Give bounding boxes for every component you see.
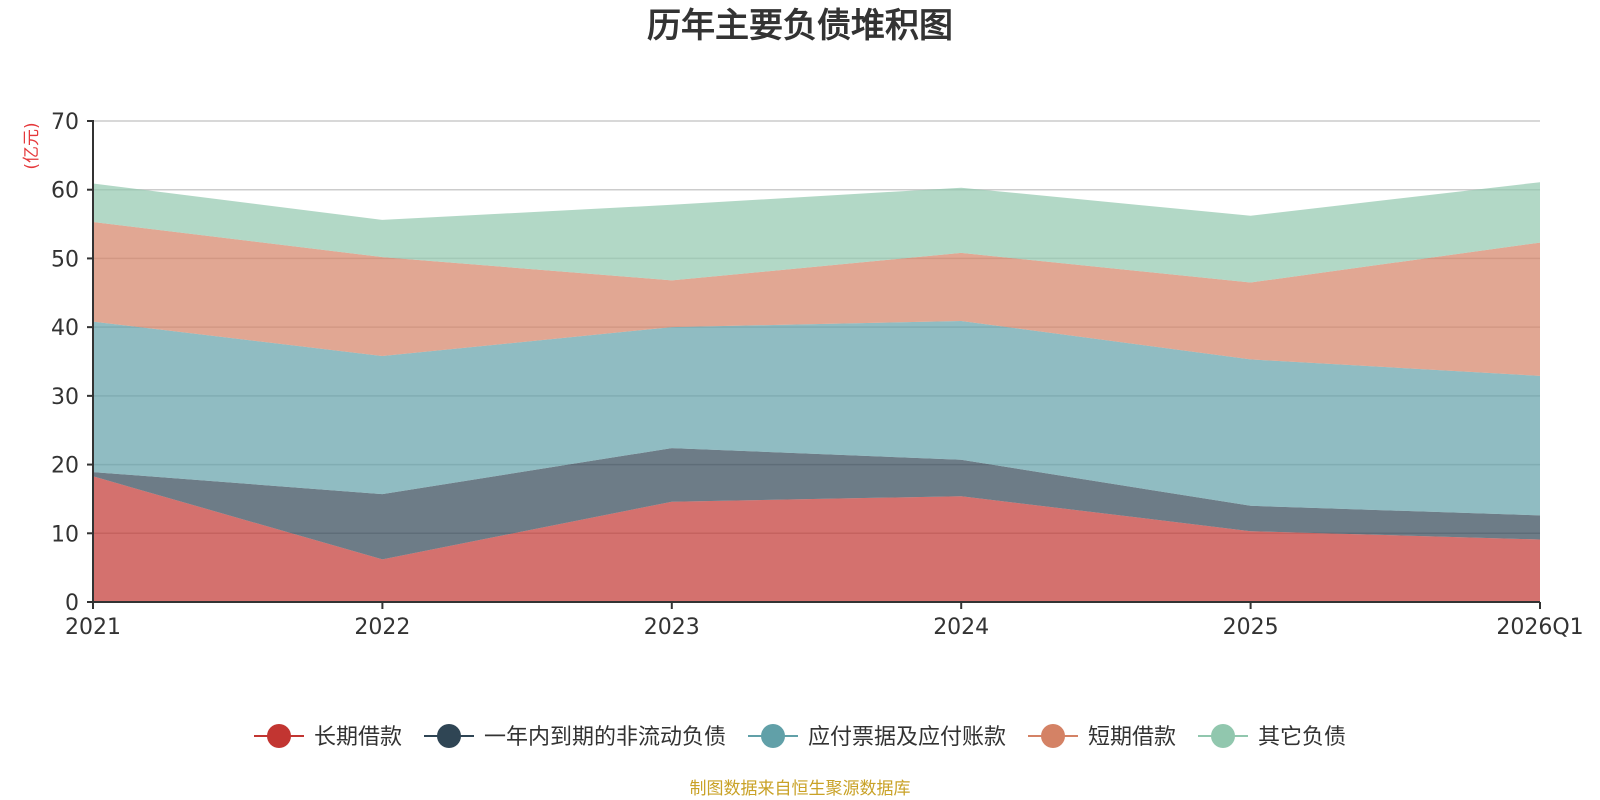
legend-marker-4 (1211, 724, 1235, 748)
legend-label-1: 一年内到期的非流动负债 (484, 725, 726, 750)
axes: 0 10 20 30 40 50 60 70 2021 2022 2023 2024 2025 2026Q… (51, 110, 1584, 640)
area-series-2 (93, 321, 1540, 516)
y-tick-label-70: 70 (51, 110, 79, 135)
legend-item-4[interactable]: 其它负债 (1198, 724, 1346, 750)
area-series-0 (93, 476, 1540, 602)
y-tick-label-50: 50 (51, 247, 79, 272)
legend-label-4: 其它负债 (1258, 725, 1346, 750)
legend-label-0: 长期借款 (314, 725, 402, 750)
y-tick-label-10: 10 (51, 522, 79, 547)
x-tick-label-2: 2023 (644, 615, 700, 640)
legend-marker-0 (267, 724, 291, 748)
y-tick-label-20: 20 (51, 454, 79, 479)
y-axis-unit-label: (亿元) (22, 122, 42, 169)
y-tick-label-60: 60 (51, 179, 79, 204)
x-tick-label-3: 2024 (933, 615, 989, 640)
legend-item-2[interactable]: 应付票据及应付账款 (748, 724, 1006, 750)
x-tick-label-0: 2021 (65, 615, 121, 640)
y-tick-label-30: 30 (51, 385, 79, 410)
y-tick-label-40: 40 (51, 316, 79, 341)
legend-label-3: 短期借款 (1088, 725, 1176, 750)
legend-marker-1 (437, 724, 461, 748)
y-tick-label-0: 0 (65, 591, 79, 616)
chart-title: 历年主要负债堆积图 (647, 6, 953, 46)
data-source-note: 制图数据来自恒生聚源数据库 (690, 779, 911, 799)
legend-marker-2 (761, 724, 785, 748)
legend: 长期借款 一年内到期的非流动负债 应付票据及应付账款 短期借款 其它负债 (254, 724, 1346, 750)
area-series-3 (93, 222, 1540, 376)
area-series-1 (93, 448, 1540, 560)
legend-marker-3 (1041, 724, 1065, 748)
x-tick-label-4: 2025 (1223, 615, 1279, 640)
x-tick-label-5: 2026Q1 (1496, 615, 1583, 640)
legend-item-0[interactable]: 长期借款 (254, 724, 402, 750)
area-series (93, 182, 1540, 602)
legend-label-2: 应付票据及应付账款 (808, 725, 1006, 750)
legend-item-3[interactable]: 短期借款 (1028, 724, 1176, 750)
legend-item-1[interactable]: 一年内到期的非流动负债 (424, 724, 726, 750)
x-tick-label-1: 2022 (354, 615, 410, 640)
area-series-4 (93, 182, 1540, 283)
